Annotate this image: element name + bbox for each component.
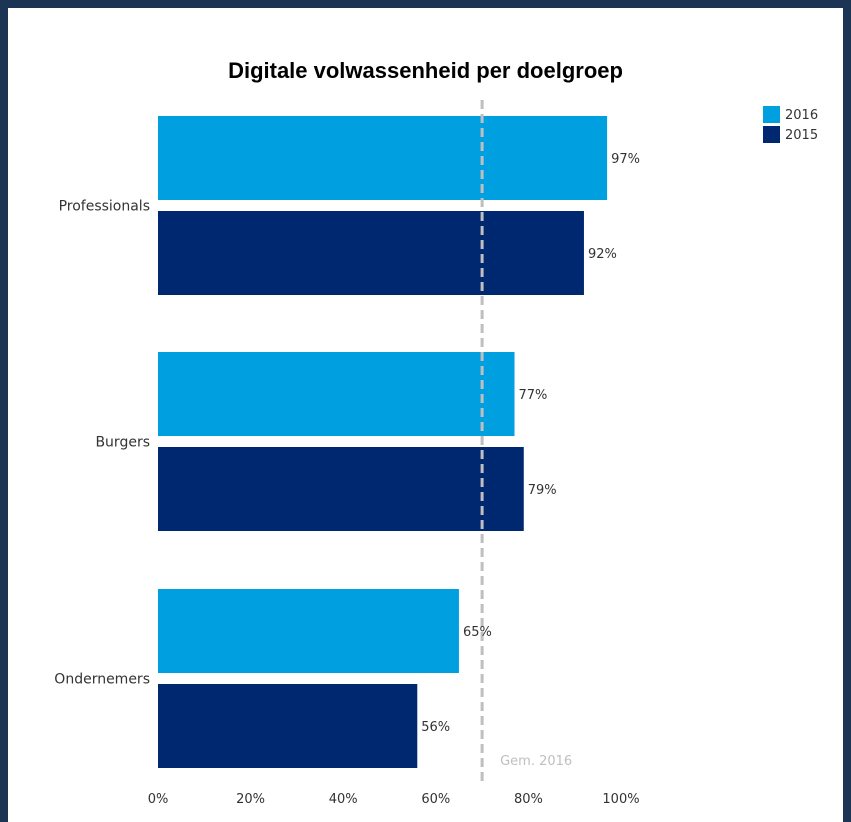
data-label-2015-professionals: 92% — [588, 247, 617, 262]
category-label-professionals: Professionals — [59, 199, 150, 215]
x-tick-label: 60% — [421, 792, 450, 807]
bar-2015-burgers — [158, 447, 524, 531]
category-label-burgers: Burgers — [95, 435, 150, 451]
legend-label-2015: 2015 — [785, 128, 818, 143]
data-label-2016-burgers: 77% — [519, 388, 548, 403]
legend-swatch-2015 — [763, 126, 780, 143]
bar-2016-professionals — [158, 116, 608, 200]
x-tick-label: 80% — [514, 792, 543, 807]
x-tick-label: 0% — [148, 792, 169, 807]
data-label-2015-burgers: 79% — [528, 483, 557, 498]
bar-2016-ondernemers — [158, 589, 459, 673]
x-tick-label: 100% — [602, 792, 639, 807]
legend-swatch-2016 — [763, 106, 780, 123]
bar-2015-professionals — [158, 211, 584, 295]
legend-label-2016: 2016 — [785, 108, 818, 123]
x-tick-label: 20% — [236, 792, 265, 807]
bar-2015-ondernemers — [158, 684, 418, 768]
x-tick-label: 40% — [329, 792, 358, 807]
average-reference-label: Gem. 2016 — [500, 754, 572, 769]
data-label-2016-ondernemers: 65% — [463, 625, 492, 640]
data-label-2016-professionals: 97% — [611, 152, 640, 167]
bar-2016-burgers — [158, 352, 515, 436]
data-label-2015-ondernemers: 56% — [421, 720, 450, 735]
chart-title: Digitale volwassenheid per doelgroep — [228, 58, 623, 83]
category-label-ondernemers: Ondernemers — [54, 672, 150, 688]
